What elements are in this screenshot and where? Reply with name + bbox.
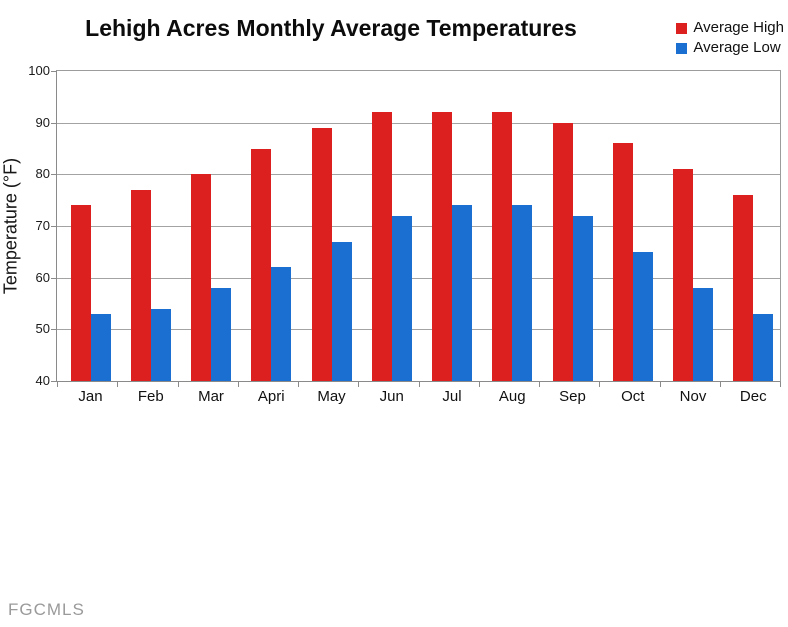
x-tick-mark xyxy=(780,382,781,387)
x-tick-mark xyxy=(177,382,179,387)
x-axis-label-jun: Jun xyxy=(379,388,404,405)
gridline-80 xyxy=(57,174,780,176)
chart-title: Lehigh Acres Monthly Average Temperature… xyxy=(85,15,577,41)
bar-average-high-may xyxy=(311,127,332,381)
bar-average-low-dec xyxy=(753,313,774,381)
bar-average-high-apri xyxy=(251,148,272,381)
y-tick-label-40: 40 xyxy=(35,373,50,388)
y-tick-mark xyxy=(51,277,56,279)
bar-average-high-jun xyxy=(371,112,392,381)
legend-label-average-low: Average Low xyxy=(693,39,781,56)
bar-average-high-feb xyxy=(130,189,151,381)
plot-area xyxy=(56,70,781,382)
gridline-60 xyxy=(57,277,780,279)
x-axis-label-dec: Dec xyxy=(739,388,767,405)
bar-average-high-mar xyxy=(191,174,211,381)
legend-label-average-high: Average High xyxy=(693,19,784,36)
x-axis-label-nov: Nov xyxy=(679,388,707,405)
bar-average-high-jan xyxy=(70,205,91,381)
legend: Average High Average Low xyxy=(676,19,784,59)
x-tick-mark xyxy=(117,382,119,387)
x-tick-mark xyxy=(418,382,420,387)
y-tick-mark xyxy=(51,381,56,382)
x-axis-label-jul: Jul xyxy=(442,388,462,405)
x-axis-label-apri: Apri xyxy=(257,388,285,405)
y-tick-label-50: 50 xyxy=(35,321,50,337)
bar-average-high-sep xyxy=(552,122,573,381)
y-tick-mark xyxy=(51,329,56,331)
x-axis-label-jan: Jan xyxy=(78,388,103,405)
legend-item-average-high: Average High xyxy=(676,19,784,37)
bar-average-low-mar xyxy=(211,288,231,381)
bar-average-high-jul xyxy=(432,112,452,381)
bar-average-low-may xyxy=(331,241,352,381)
bar-average-high-oct xyxy=(612,143,633,381)
x-axis-label-aug: Aug xyxy=(498,388,526,405)
bar-average-low-apri xyxy=(271,267,292,381)
x-axis-label-mar: Mar xyxy=(198,388,224,405)
y-tick-label-70: 70 xyxy=(35,218,50,233)
gridline-70 xyxy=(57,226,780,227)
x-tick-mark xyxy=(599,382,601,387)
x-tick-mark xyxy=(237,382,239,387)
bar-average-low-feb xyxy=(150,308,171,381)
bar-average-low-oct xyxy=(632,251,653,381)
x-tick-mark xyxy=(478,382,480,387)
legend-swatch-high-icon xyxy=(676,22,688,34)
x-tick-mark xyxy=(719,382,721,387)
bar-average-low-jun xyxy=(391,215,412,381)
y-tick-label-90: 90 xyxy=(35,114,50,130)
y-tick-label-80: 80 xyxy=(35,166,50,182)
bar-average-low-jan xyxy=(90,313,111,381)
bar-average-high-dec xyxy=(733,195,754,381)
y-tick-mark xyxy=(51,226,56,227)
bar-average-low-jul xyxy=(452,205,472,381)
gridline-90 xyxy=(57,122,780,124)
x-tick-mark xyxy=(298,382,299,387)
bar-average-low-nov xyxy=(693,288,713,381)
x-axis-label-may: May xyxy=(317,388,346,405)
x-axis-label-sep: Sep xyxy=(559,388,586,405)
y-tick-mark xyxy=(51,122,56,124)
legend-item-average-low: Average Low xyxy=(676,39,784,57)
x-axis-label-oct: Oct xyxy=(621,388,645,405)
y-tick-label-60: 60 xyxy=(35,269,50,285)
gridline-50 xyxy=(57,329,780,331)
x-axis-label-feb: Feb xyxy=(137,388,164,405)
bar-average-high-aug xyxy=(492,112,513,381)
y-tick-label-100: 100 xyxy=(28,63,50,78)
bar-average-low-aug xyxy=(512,205,533,381)
y-tick-mark xyxy=(51,174,56,176)
watermark-text: FGCMLS xyxy=(8,600,85,619)
x-tick-mark xyxy=(659,382,661,387)
bar-average-low-sep xyxy=(572,215,593,381)
legend-swatch-low-icon xyxy=(676,42,688,54)
bar-average-high-nov xyxy=(673,169,693,381)
x-tick-mark xyxy=(539,382,540,387)
x-tick-mark xyxy=(57,382,58,387)
y-tick-mark xyxy=(51,71,56,72)
x-tick-mark xyxy=(358,382,360,387)
